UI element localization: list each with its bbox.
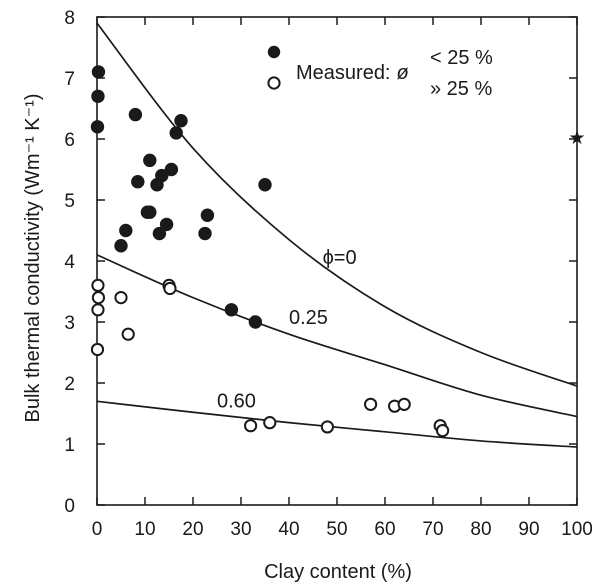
curve-label: 0.25	[289, 307, 328, 329]
y-tick-label: 3	[64, 313, 75, 334]
model-curves: ϕ=0 0.25 0.60	[97, 23, 577, 447]
data-point-filled	[115, 240, 127, 252]
data-point-filled	[225, 304, 237, 316]
data-point-filled	[120, 224, 132, 236]
x-axis-title: Clay content (%)	[264, 561, 412, 583]
x-tick-label: 40	[278, 519, 299, 540]
curve-label: ϕ=0	[323, 247, 357, 269]
y-tick-label: 6	[64, 130, 75, 151]
data-point-open	[245, 420, 256, 431]
data-point-filled	[91, 121, 103, 133]
data-point-open	[92, 304, 103, 315]
data-point-filled	[153, 227, 165, 239]
x-tick-label: 80	[470, 519, 491, 540]
x-tick-label: 90	[518, 519, 539, 540]
legend-marker-open	[268, 77, 279, 88]
x-tick-label: 100	[561, 519, 593, 540]
data-point-open	[322, 421, 333, 432]
y-tick-label: 7	[64, 69, 75, 90]
data-point-open	[93, 292, 104, 303]
x-tick-label: 20	[182, 519, 203, 540]
x-tick-label: 30	[230, 519, 251, 540]
data-point-open	[365, 399, 376, 410]
data-point-filled	[249, 316, 261, 328]
data-point-filled	[141, 206, 153, 218]
data-point-open	[115, 292, 126, 303]
data-point-open	[92, 344, 103, 355]
y-tick-label: 4	[64, 252, 75, 273]
annotations: ★	[568, 128, 585, 149]
data-point-open	[399, 399, 410, 410]
data-point-filled	[170, 127, 182, 139]
data-point-filled	[129, 108, 141, 120]
legend-label-lt25: < 25 %	[430, 47, 493, 69]
curve-label: 0.60	[217, 390, 256, 412]
data-point-filled	[259, 179, 271, 191]
x-tick-label: 50	[326, 519, 347, 540]
x-tick-label: 10	[134, 519, 155, 540]
legend: Measured: ø < 25 % » 25 %	[268, 46, 493, 100]
data-point-open	[164, 283, 175, 294]
data-point-open	[437, 425, 448, 436]
legend-label-gt25: » 25 %	[430, 78, 492, 100]
x-tick-label: 0	[92, 519, 103, 540]
data-point-filled	[92, 66, 104, 78]
y-tick-label: 1	[64, 435, 75, 456]
y-tick-labels: 0 1 2 3 4 5 6 7 8	[64, 8, 75, 517]
data-point-filled	[92, 90, 104, 102]
model-curve	[97, 401, 577, 447]
y-tick-label: 2	[64, 374, 75, 395]
data-point-open	[123, 329, 134, 340]
data-point-open	[264, 417, 275, 428]
legend-marker-filled	[268, 46, 280, 58]
data-point-filled	[165, 163, 177, 175]
y-tick-label: 0	[64, 496, 75, 517]
data-point-filled	[132, 176, 144, 188]
y-axis-title: Bulk thermal conductivity (Wm⁻¹ K⁻¹)	[22, 94, 44, 423]
data-points	[91, 66, 448, 436]
legend-prefix: Measured: ø	[296, 62, 409, 84]
x-tick-labels: 0 10 20 30 40 50 60 70 80 90 100	[92, 519, 593, 540]
data-point-filled	[175, 115, 187, 127]
annotation-star: ★	[568, 128, 585, 149]
y-tick-label: 5	[64, 191, 75, 212]
x-tick-label: 70	[422, 519, 443, 540]
y-tick-label: 8	[64, 8, 75, 29]
x-tick-label: 60	[374, 519, 395, 540]
data-point-filled	[199, 227, 211, 239]
data-point-open	[92, 280, 103, 291]
data-point-filled	[201, 209, 213, 221]
data-point-filled	[144, 154, 156, 166]
